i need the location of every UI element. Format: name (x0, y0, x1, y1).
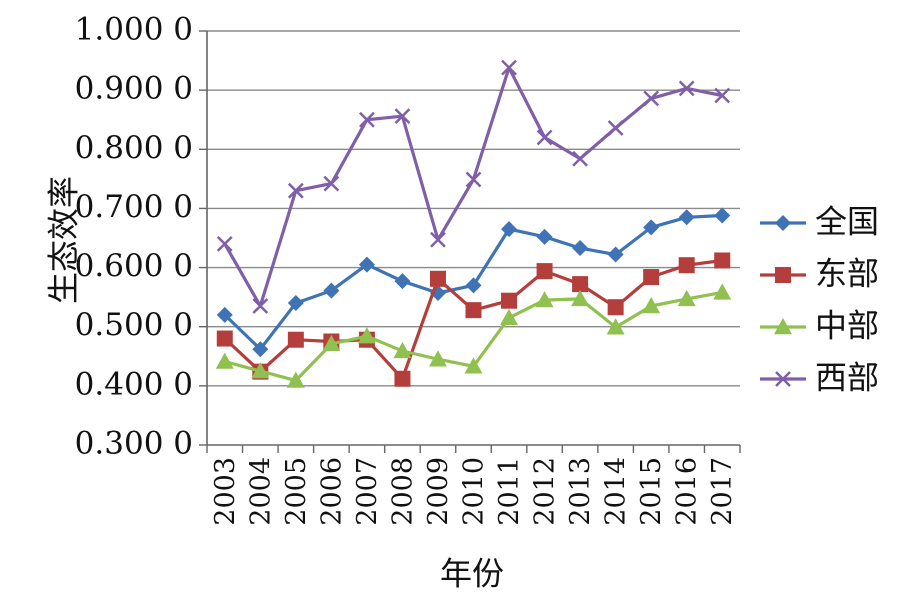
x-marker (216, 236, 233, 252)
triangle-marker (251, 362, 270, 379)
x-tick-label: 2011 (494, 457, 525, 526)
x-marker (252, 298, 269, 314)
y-tick-label: 0.500 0 (75, 307, 193, 343)
diamond-marker (252, 341, 269, 358)
x-tick-label: 2016 (672, 457, 703, 526)
diamond-marker (287, 295, 304, 312)
diamond-marker (394, 273, 411, 290)
triangle-marker (393, 341, 412, 359)
square-marker (714, 252, 731, 269)
x-tick-label: 2012 (530, 457, 561, 526)
triangle-marker (464, 357, 483, 374)
y-tick-label: 0.400 0 (75, 366, 193, 402)
triangle-marker (535, 291, 554, 308)
y-tick-label: 0.800 0 (75, 130, 193, 166)
triangle-marker (713, 283, 732, 300)
diamond-marker (465, 277, 482, 294)
x-tick-label: 2006 (316, 457, 347, 526)
x-tick-labels: 2003 2004 2005 2006 2007 2008 2009 2010 2011 2012… (210, 457, 738, 526)
square-marker (643, 269, 660, 286)
y-tick-label: 0.700 0 (75, 189, 193, 225)
x-marker (775, 371, 791, 387)
diamond-marker (714, 207, 731, 224)
x-marker (323, 175, 340, 192)
diamond-marker (607, 246, 624, 263)
square-marker (607, 299, 624, 316)
triangle-marker (774, 318, 792, 335)
y-tick-label: 0.300 0 (75, 426, 193, 462)
triangle-marker (428, 350, 447, 367)
x-marker (714, 87, 731, 104)
legend-label: 西部 (815, 359, 879, 397)
x-marker (536, 129, 553, 146)
square-marker (572, 276, 589, 293)
diamond-marker (536, 228, 553, 245)
x-marker (359, 111, 375, 128)
diamond-marker (775, 215, 791, 231)
square-marker (394, 370, 411, 387)
x-marker (501, 59, 517, 76)
square-marker (216, 330, 233, 347)
x-axis-title: 年份 (440, 555, 504, 593)
square-marker (536, 263, 553, 280)
x-tick-label: 2015 (636, 457, 667, 526)
triangle-marker (215, 352, 234, 369)
triangle-marker (606, 318, 625, 335)
square-marker (287, 331, 304, 348)
diamond-marker (572, 240, 589, 257)
triangle-marker (322, 334, 341, 352)
x-tick-label: 2007 (352, 457, 383, 526)
x-marker (678, 80, 695, 97)
x-marker (643, 90, 660, 107)
diamond-marker (216, 306, 233, 323)
series-lines (215, 59, 732, 388)
diamond-marker (643, 219, 660, 236)
legend-label: 东部 (815, 255, 879, 293)
diamond-marker (501, 221, 518, 238)
square-marker (678, 257, 695, 274)
x-marker (287, 182, 304, 199)
triangle-marker (677, 289, 696, 307)
x-tick-label: 2004 (245, 457, 276, 526)
triangle-marker (500, 308, 519, 326)
x-tick-label: 2003 (210, 457, 241, 526)
x-marker (394, 108, 411, 125)
x-tick-label: 2010 (459, 457, 490, 526)
x-tick-label: 2014 (601, 457, 632, 526)
square-marker (775, 267, 791, 283)
y-tick-label: 0.600 0 (75, 248, 193, 284)
x-marker (572, 150, 588, 167)
x-tick-label: 2013 (565, 457, 596, 526)
x-tick-label: 2009 (423, 457, 454, 526)
x-tick-label: 2008 (387, 457, 418, 526)
x-marker (430, 231, 446, 248)
y-tick-labels: 0.300 0 0.400 0 0.500 0 0.600 0 0.700 0 0.800… (75, 12, 193, 462)
square-marker (429, 270, 446, 287)
legend-label: 全国 (815, 203, 879, 241)
legend-label: 中部 (815, 307, 879, 345)
x-marker (607, 120, 624, 136)
square-marker (465, 302, 482, 319)
diamond-marker (678, 209, 695, 226)
x-marker (465, 171, 482, 188)
x-tick-label: 2005 (281, 457, 312, 526)
triangle-marker (642, 297, 661, 314)
diamond-marker (323, 282, 340, 299)
triangle-marker (571, 289, 590, 307)
triangle-marker (357, 327, 376, 344)
y-tick-label: 1.000 0 (75, 12, 193, 48)
diamond-marker (358, 256, 375, 273)
square-marker (501, 292, 518, 309)
y-tick-label: 0.900 0 (75, 71, 193, 107)
y-axis-title: 生态效率 (45, 176, 83, 304)
gridlines (207, 30, 740, 387)
x-tick-label: 2017 (707, 457, 738, 526)
axes (199, 30, 741, 453)
triangle-marker (286, 371, 305, 388)
